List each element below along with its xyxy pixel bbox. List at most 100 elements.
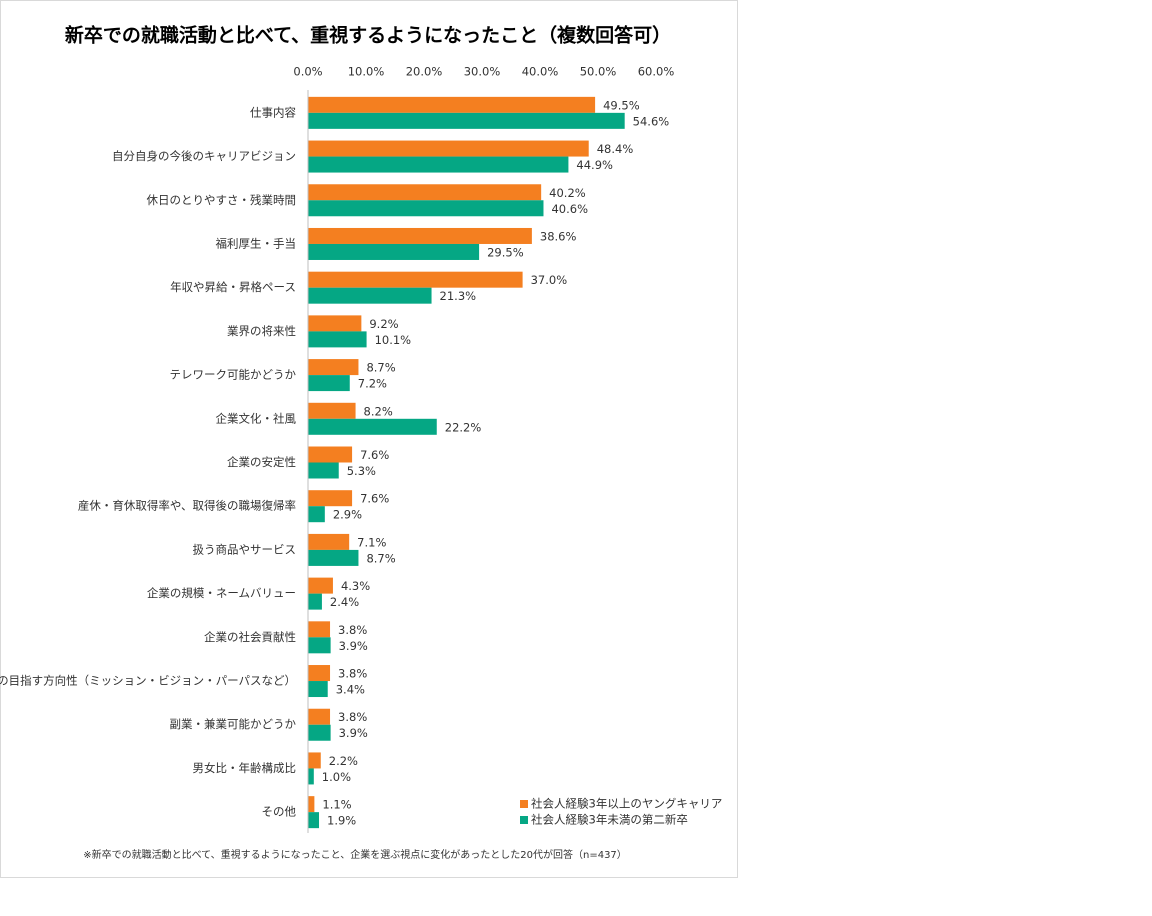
x-tick-label: 40.0%	[522, 65, 559, 79]
value-label: 49.5%	[603, 98, 640, 112]
value-label: 10.1%	[375, 333, 412, 347]
y-tick-label: 企業の目指す方向性（ミッション・ビジョン・パーパスなど）	[0, 674, 296, 688]
value-label: 5.3%	[347, 464, 376, 478]
value-label: 37.0%	[531, 273, 568, 287]
bar	[308, 593, 322, 610]
bar	[308, 506, 325, 523]
bar	[308, 621, 331, 638]
bar	[308, 96, 596, 113]
value-label: 3.4%	[336, 683, 365, 697]
bar	[308, 681, 328, 698]
bar	[308, 724, 331, 741]
value-label: 7.1%	[357, 535, 386, 549]
legend-swatch	[520, 816, 528, 824]
value-label: 8.7%	[366, 551, 395, 565]
bar	[308, 549, 359, 566]
value-label: 8.2%	[364, 404, 393, 418]
value-label: 3.8%	[338, 623, 367, 637]
bar	[308, 331, 367, 348]
value-label: 54.6%	[633, 114, 670, 128]
x-tick-label: 20.0%	[406, 65, 443, 79]
legend-swatch	[520, 800, 528, 808]
value-label: 21.3%	[440, 289, 477, 303]
bar	[308, 184, 542, 201]
value-label: 3.9%	[339, 639, 368, 653]
value-label: 2.9%	[333, 508, 362, 522]
y-tick-label: 休日のとりやすさ・残業時間	[147, 193, 297, 207]
bar	[308, 665, 331, 682]
bar	[308, 112, 625, 129]
value-label: 3.8%	[338, 710, 367, 724]
value-label: 1.0%	[322, 770, 351, 784]
value-label: 4.3%	[341, 579, 370, 593]
bar	[308, 462, 339, 479]
value-label: 22.2%	[445, 420, 482, 434]
value-label: 9.2%	[369, 317, 398, 331]
value-label: 7.6%	[360, 448, 389, 462]
x-tick-label: 60.0%	[638, 65, 675, 79]
value-label: 8.7%	[366, 361, 395, 375]
bar	[308, 287, 432, 304]
x-tick-label: 30.0%	[464, 65, 501, 79]
bar	[308, 140, 589, 157]
y-tick-label: 企業文化・社風	[216, 411, 297, 425]
bar	[308, 752, 321, 769]
value-label: 1.1%	[322, 798, 351, 812]
bar	[308, 812, 320, 829]
y-tick-label: 副業・兼業可能かどうか	[170, 717, 297, 731]
y-tick-label: 自分自身の今後のキャリアビジョン	[112, 149, 296, 163]
bar	[308, 446, 353, 463]
y-tick-label: 企業の社会貢献性	[204, 630, 296, 644]
bar	[308, 359, 359, 376]
y-tick-label: 仕事内容	[250, 105, 296, 119]
bar	[308, 533, 350, 550]
footnote: ※新卒での就職活動と比べて、重視するようになったこと、企業を選ぶ視点に変化があっ…	[83, 848, 627, 861]
x-tick-label: 50.0%	[580, 65, 617, 79]
value-label: 40.6%	[551, 202, 588, 216]
value-label: 7.2%	[358, 377, 387, 391]
y-tick-label: 業界の将来性	[227, 324, 296, 338]
bar	[308, 637, 331, 654]
value-label: 3.9%	[339, 726, 368, 740]
bar	[308, 271, 523, 288]
x-tick-label: 0.0%	[293, 65, 322, 79]
y-tick-label: その他	[262, 805, 297, 819]
chart-title: 新卒での就職活動と比べて、重視するようになったこと（複数回答可）	[65, 24, 671, 47]
value-label: 2.4%	[330, 595, 359, 609]
bar	[308, 227, 532, 244]
y-tick-label: テレワーク可能かどうか	[170, 368, 297, 382]
value-label: 48.4%	[597, 142, 634, 156]
bar	[308, 768, 314, 785]
value-label: 1.9%	[327, 814, 356, 828]
bar	[308, 200, 544, 217]
y-tick-label: 福利厚生・手当	[216, 236, 297, 250]
bar	[308, 418, 437, 435]
y-tick-label: 産休・育休取得率や、取得後の職場復帰率	[78, 499, 296, 513]
value-label: 29.5%	[487, 245, 524, 259]
legend-label: 社会人経験3年以上のヤングキャリア	[531, 797, 722, 811]
bar	[308, 796, 315, 813]
value-label: 44.9%	[576, 158, 613, 172]
value-label: 38.6%	[540, 229, 577, 243]
bar	[308, 402, 356, 419]
bar	[308, 708, 331, 725]
value-label: 2.2%	[329, 754, 358, 768]
x-tick-label: 10.0%	[348, 65, 385, 79]
bar	[308, 375, 350, 392]
y-tick-label: 企業の安定性	[227, 455, 296, 469]
value-label: 3.8%	[338, 667, 367, 681]
y-tick-label: 扱う商品やサービス	[193, 542, 297, 556]
bar	[308, 577, 333, 594]
bar	[308, 243, 480, 260]
value-label: 40.2%	[549, 186, 586, 200]
y-tick-label: 年収や昇給・昇格ペース	[170, 280, 296, 294]
bar	[308, 156, 569, 173]
legend-label: 社会人経験3年未満の第二新卒	[531, 813, 688, 827]
bar	[308, 490, 353, 507]
bar	[308, 315, 362, 332]
y-tick-label: 男女比・年齢構成比	[193, 761, 297, 775]
value-label: 7.6%	[360, 492, 389, 506]
chart-frame	[0, 0, 738, 878]
